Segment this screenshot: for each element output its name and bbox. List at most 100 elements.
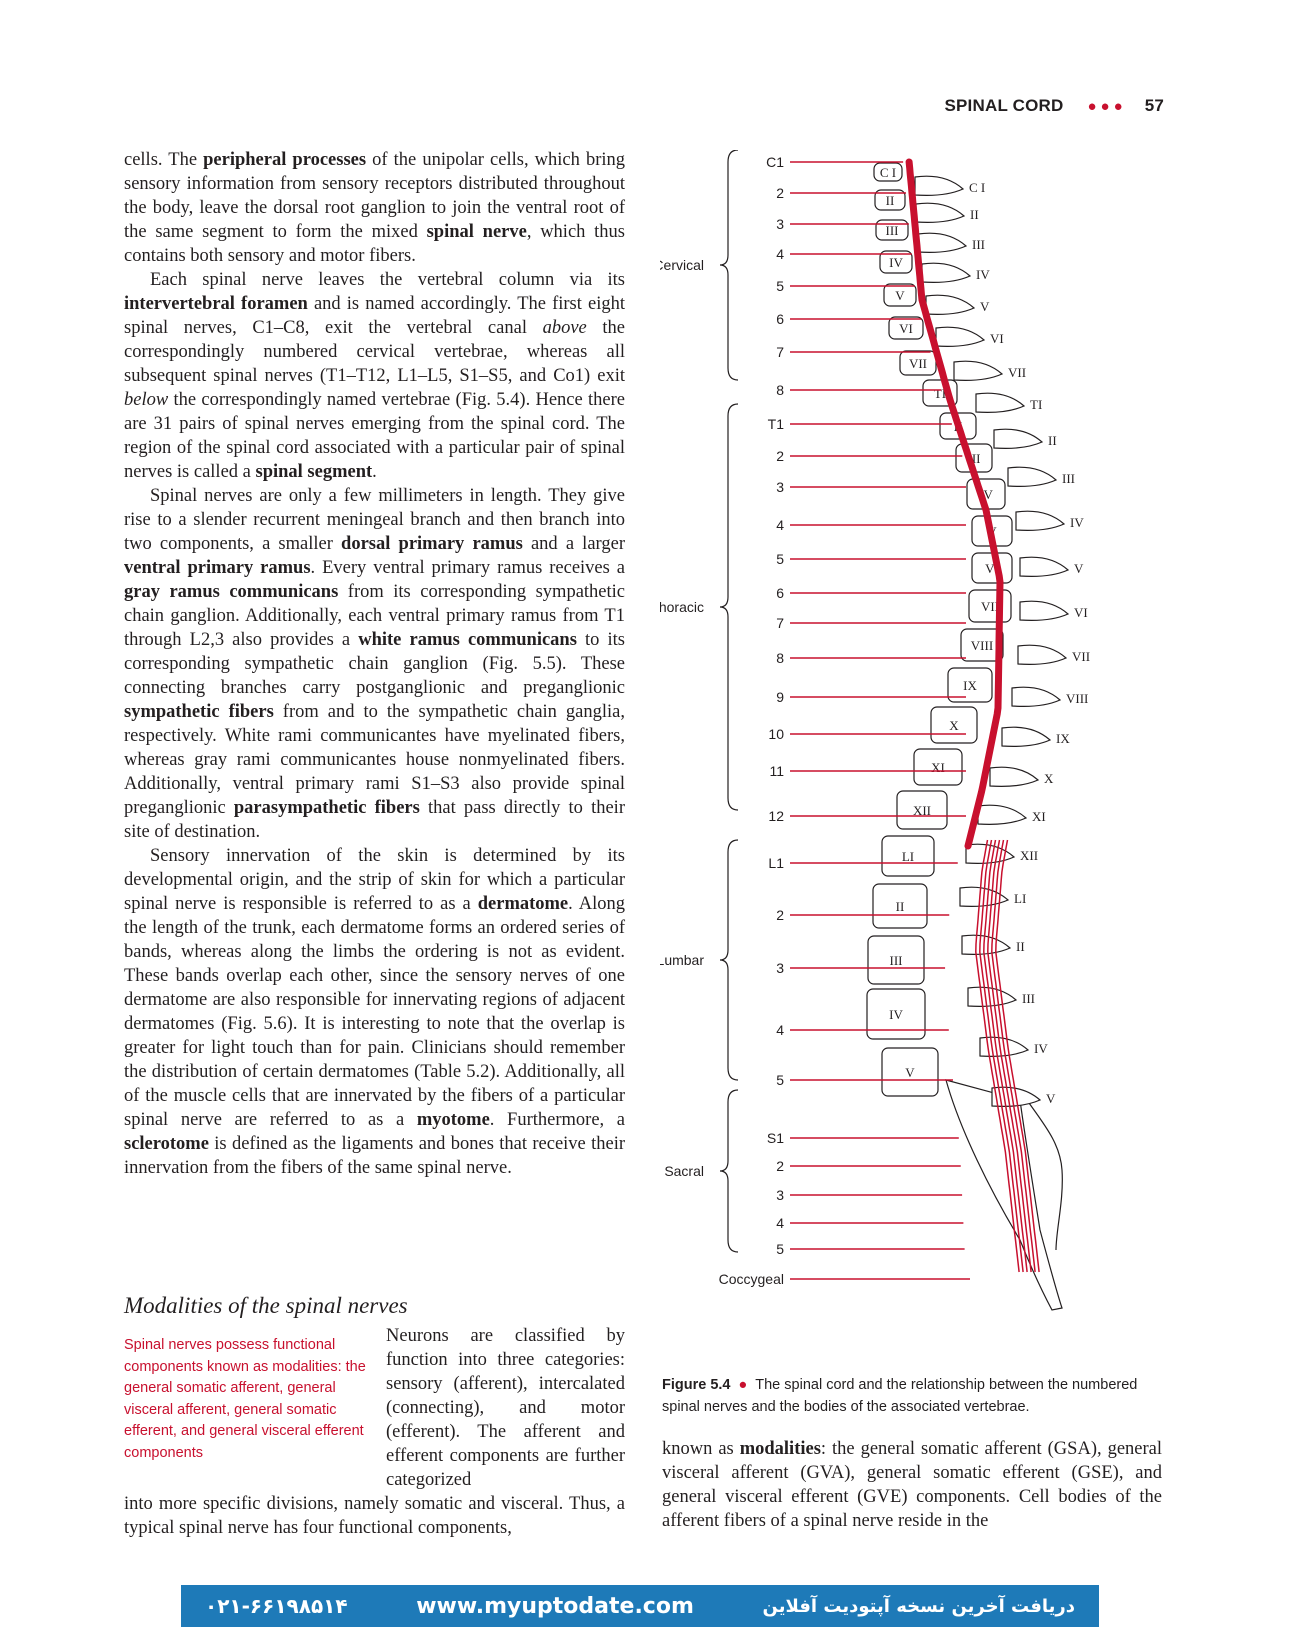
spinous-process-label: V: [980, 299, 990, 314]
spinous-process-8: [975, 392, 1026, 413]
spinous-process-label: LI: [1014, 891, 1026, 906]
paragraph-4: Sensory innervation of the skin is deter…: [124, 846, 625, 1178]
spinous-process-label: III: [1022, 991, 1035, 1006]
vertebral-body-22: [867, 935, 925, 985]
right-column-text: known as modalities: the general somatic…: [662, 1439, 1162, 1531]
spinous-process-label: VI: [990, 331, 1004, 346]
cauda-equina-strand: [979, 839, 1024, 1273]
spinal-nerve-label: 10: [768, 726, 784, 742]
spinal-nerve-label: S1: [767, 1130, 784, 1146]
spinal-nerve-label: 4: [776, 1022, 784, 1038]
vertebral-body-label: LI: [902, 849, 914, 864]
spinal-nerve-label: 2: [776, 1158, 784, 1174]
vertebral-body-label: V: [895, 288, 905, 303]
spinous-process-label: II: [1048, 433, 1057, 448]
vertebral-body-15: [960, 628, 1004, 662]
spinous-process-label: TI: [1030, 397, 1042, 412]
section-heading: Modalities of the spinal nerves: [124, 1293, 408, 1318]
region-label-coccygeal: Coccygeal: [719, 1271, 784, 1287]
caption-bullet: ●: [738, 1377, 748, 1393]
vertebral-body-16: [947, 667, 993, 703]
region-label-sacral: Sacral: [664, 1163, 704, 1179]
caption-label: Figure 5.4: [662, 1377, 731, 1393]
cauda-equina-strand: [975, 839, 1020, 1273]
caption-text: The spinal cord and the relationship bet…: [662, 1377, 1138, 1415]
brace-lumbar: [719, 839, 739, 1081]
brace-thoracic: [719, 403, 739, 811]
spinous-process-21: [961, 934, 1012, 955]
spinal-cord-diagram: C IIIIIIIVVVIVIITIIIIIIIVVVIVIIVIIIIXXXI…: [660, 150, 1090, 1311]
spinous-process-label: X: [1044, 771, 1054, 786]
spinous-process-label: III: [972, 237, 985, 252]
spinous-process-18: [977, 804, 1028, 825]
cauda-equina-strand: [991, 839, 1036, 1273]
vertebral-body-label: II: [886, 193, 895, 208]
spinal-cord: [905, 158, 1004, 850]
vertebral-body-21: [872, 883, 928, 929]
vertebral-body-label: XI: [931, 760, 945, 775]
spinal-nerve-label: 12: [768, 808, 784, 824]
spinous-process-label: IV: [1070, 515, 1084, 530]
vertebral-body-label: X: [949, 718, 959, 733]
spinal-cord-figure: C I II III IV V VI VII TI II III IV V VI VII VIII IX X XI…: [660, 150, 1180, 1360]
paragraph-1: cells. The peripheral processes of the u…: [124, 150, 625, 266]
vertebral-body-label: IV: [889, 1007, 903, 1022]
vertebral-body-2: [874, 189, 906, 211]
spinous-process-14: [1017, 644, 1068, 665]
spinous-process-2: [915, 202, 966, 223]
spinous-process-1: [914, 175, 965, 196]
modalities-paragraph-a: Neurons are classified by function into …: [386, 1326, 625, 1490]
spinous-process-3: [917, 232, 968, 253]
vertebral-body-5: [883, 283, 917, 307]
spinal-nerve-label: 5: [776, 1241, 784, 1257]
spinal-nerve-label: 4: [776, 246, 784, 262]
vertebral-body-label: C I: [880, 165, 896, 180]
spinous-process-5: [925, 294, 976, 315]
footer-url[interactable]: www.myuptodate.com: [416, 1593, 694, 1619]
spinous-process-9: [993, 428, 1044, 449]
vertebral-body-label: VII: [981, 599, 999, 614]
vertebral-body-label: XII: [913, 803, 931, 818]
spinous-process-label: IV: [1034, 1041, 1048, 1056]
figure-caption: Figure 5.4 ● The spinal cord and the relat…: [662, 1375, 1162, 1418]
spinous-process-17: [989, 766, 1040, 787]
vertebral-body-1: [873, 162, 903, 182]
spinal-nerve-label: C1: [766, 154, 784, 170]
spinal-nerve-label: 3: [776, 479, 784, 495]
vertebral-body-7: [899, 350, 937, 376]
vertebral-body-18: [913, 748, 963, 786]
spinal-nerve-label: T1: [768, 416, 785, 432]
spinal-nerve-label: 2: [776, 448, 784, 464]
spinal-nerve-label: 5: [776, 551, 784, 567]
spinal-nerve-label: 7: [776, 615, 784, 631]
page-number: 57: [1144, 96, 1164, 115]
spinous-process-10: [1007, 466, 1058, 487]
spinous-process-7: [953, 360, 1004, 381]
brace-sacral: [719, 1089, 739, 1253]
spinous-process-15: [1011, 686, 1062, 707]
spinous-process-11: [1015, 510, 1066, 531]
brace-cervical: [719, 150, 739, 381]
spinal-nerve-label: 6: [776, 311, 784, 327]
spinous-process-label: IX: [1056, 731, 1070, 746]
footer-persian-text: دریافت آخرین نسخه آپتودیت آفلاین: [762, 1595, 1075, 1617]
spinal-nerve-label: 3: [776, 216, 784, 232]
header-title: SPINAL CORD: [944, 96, 1064, 115]
spinal-nerve-label: 9: [776, 689, 784, 705]
spinal-nerve-label: 2: [776, 185, 784, 201]
cauda-equina-strand: [995, 839, 1040, 1273]
spinal-nerve-label: 7: [776, 344, 784, 360]
spinous-process-label: IV: [976, 267, 990, 282]
paragraph-2: Each spinal nerve leaves the vertebral c…: [124, 270, 625, 482]
spinous-process-label: II: [970, 207, 979, 222]
spinal-nerve-label: 8: [776, 382, 784, 398]
footer-banner[interactable]: ۰۲۱-۶۶۱۹۸۵۱۴ www.myuptodate.com دریافت آ…: [181, 1585, 1099, 1627]
sacrum-outline: [945, 1079, 1063, 1311]
spinal-nerve-label: 5: [776, 278, 784, 294]
spinous-process-label: VI: [1074, 605, 1088, 620]
spinal-nerve-label: 4: [776, 1215, 784, 1231]
spinous-process-label: V: [1046, 1091, 1056, 1106]
vertebral-body-label: VI: [899, 321, 913, 336]
sacrum-outline-back: [1019, 1089, 1063, 1251]
vertebral-body-label: VIII: [971, 638, 993, 653]
